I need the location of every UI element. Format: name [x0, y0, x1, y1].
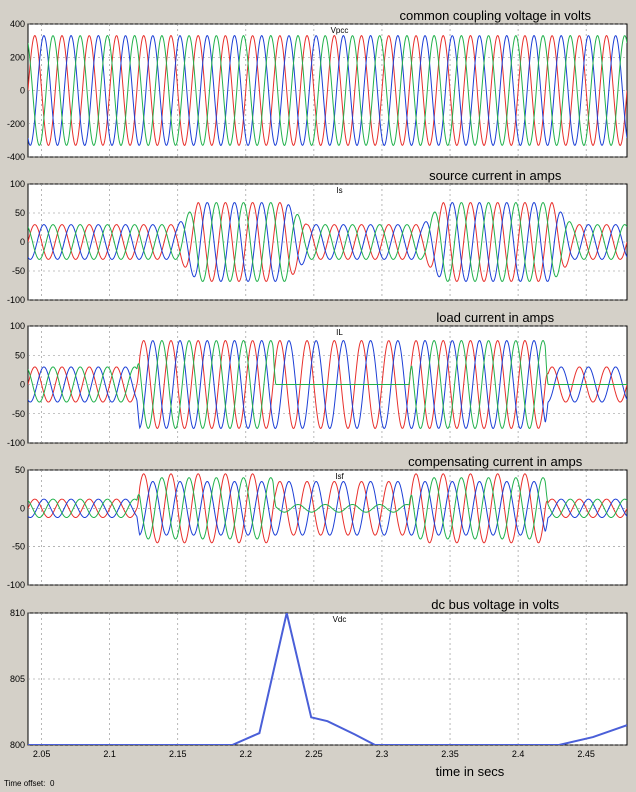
panel-annotation: common coupling voltage in volts: [399, 8, 591, 23]
series-line-phase-c: [28, 340, 627, 429]
series-line-phase-a: [28, 201, 627, 282]
time-offset-value: 0: [50, 779, 55, 788]
x-axis-label: time in secs: [436, 764, 505, 779]
series-line-phase-b: [28, 34, 627, 147]
panel-annotation: compensating current in amps: [408, 454, 583, 469]
x-tick-label: 2.15: [169, 749, 187, 759]
plot-area: [27, 469, 628, 586]
y-tick-label: 100: [10, 321, 25, 331]
y-tick-label: 800: [10, 740, 25, 750]
time-offset-label: Time offset:: [4, 779, 45, 788]
series-line-phase-a: [28, 473, 627, 544]
signal-label: IL: [336, 328, 343, 337]
y-tick-label: -100: [7, 295, 25, 305]
panel-annotation: load current in amps: [436, 310, 554, 325]
y-tick-label: -100: [7, 438, 25, 448]
signal-label: Vpcc: [331, 26, 349, 35]
series-line-dc: [28, 613, 627, 745]
y-tick-label: 200: [10, 52, 25, 62]
x-tick-label: 2.4: [512, 749, 525, 759]
series-line-phase-b: [28, 480, 627, 536]
y-tick-label: -50: [12, 266, 25, 276]
y-tick-label: 0: [20, 86, 25, 96]
signal-label: Vdc: [333, 615, 347, 624]
y-tick-label: 50: [15, 350, 25, 360]
x-tick-label: 2.35: [441, 749, 459, 759]
series-line-phase-c: [28, 34, 627, 147]
y-tick-label: 805: [10, 674, 25, 684]
x-tick-label: 2.3: [376, 749, 389, 759]
y-tick-label: 0: [20, 503, 25, 513]
y-tick-label: -50: [12, 542, 25, 552]
x-tick-label: 2.05: [33, 749, 51, 759]
signal-label: Isf: [335, 472, 344, 481]
series-line-phase-c: [28, 202, 627, 282]
y-tick-label: 400: [10, 19, 25, 29]
y-tick-label: 0: [20, 237, 25, 247]
series-line-phase-b: [28, 202, 627, 282]
signal-label: Is: [336, 186, 342, 195]
panel-annotation: dc bus voltage in volts: [431, 597, 559, 612]
x-tick-label: 2.2: [240, 749, 253, 759]
x-tick-label: 2.25: [305, 749, 323, 759]
y-tick-label: 50: [15, 465, 25, 475]
plot-area: [27, 612, 628, 746]
y-tick-label: 0: [20, 380, 25, 390]
series-line-phase-c: [28, 477, 627, 540]
panel-annotation: source current in amps: [429, 168, 562, 183]
series-line-phase-a: [28, 34, 627, 147]
y-tick-label: -50: [12, 409, 25, 419]
panel-3: -100 -50 0 50 100 IL load current in amps: [7, 310, 628, 448]
y-tick-label: 810: [10, 608, 25, 618]
y-tick-label: 50: [15, 208, 25, 218]
y-tick-label: -400: [7, 152, 25, 162]
panel-1: -400 -200 0 200 400 Vpcc common coupling volta…: [7, 8, 628, 162]
panel-2: -100 -50 0 50 100 Is source current in amps: [7, 168, 628, 305]
y-tick-label: -100: [7, 580, 25, 590]
y-tick-label: 100: [10, 179, 25, 189]
panel-5: 800 805 810 2.05 2.1 2.15 2.2 2.25 2.3 2.35 2.4 2.4…: [10, 597, 628, 759]
panel-4: -100 -50 0 50 Isf compensating current in amp…: [7, 454, 628, 590]
series-line-phase-b: [28, 340, 627, 430]
x-tick-label: 2.45: [577, 749, 595, 759]
x-tick-label: 2.1: [103, 749, 116, 759]
y-tick-label: -200: [7, 119, 25, 129]
scope-panels: -400 -200 0 200 400 Vpcc common coupling volta…: [7, 8, 628, 759]
